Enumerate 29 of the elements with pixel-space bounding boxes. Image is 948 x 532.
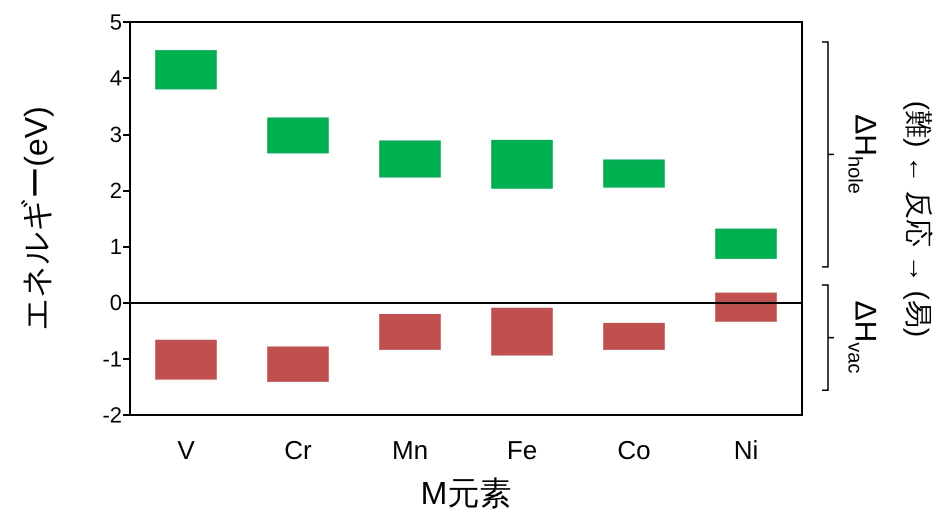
x-tick-label: V xyxy=(177,435,196,465)
bar xyxy=(491,308,553,356)
y-tick-label: 1 xyxy=(110,234,122,260)
y-tick-label: 3 xyxy=(110,122,122,147)
x-tick-label: Co xyxy=(617,435,651,465)
y-tick-label: -2 xyxy=(102,402,122,428)
bar xyxy=(155,340,217,380)
text: (難) ← 反応 → (易) xyxy=(903,100,934,337)
y-tick-label: 5 xyxy=(110,10,122,34)
x-tick-label: Mn xyxy=(392,435,428,465)
y-axis-title: エネルギー(eV) xyxy=(18,106,54,331)
y-tick-label: 4 xyxy=(110,66,122,91)
bar xyxy=(379,314,441,350)
bar xyxy=(491,140,553,189)
y-tick-label: 2 xyxy=(110,178,122,203)
x-tick-label: Cr xyxy=(284,435,312,465)
bar xyxy=(715,228,777,259)
bar xyxy=(715,292,777,322)
bar xyxy=(155,50,217,90)
bar xyxy=(379,140,441,178)
y-tick-label: 0 xyxy=(110,290,122,316)
x-tick-label: Ni xyxy=(734,435,758,465)
bar xyxy=(603,322,665,350)
bar xyxy=(603,160,665,188)
bar xyxy=(267,117,329,154)
bar xyxy=(267,346,329,382)
x-tick-label: Fe xyxy=(506,435,538,465)
x-axis-title: M元素 xyxy=(420,475,512,511)
y-tick-label: -1 xyxy=(102,346,122,372)
